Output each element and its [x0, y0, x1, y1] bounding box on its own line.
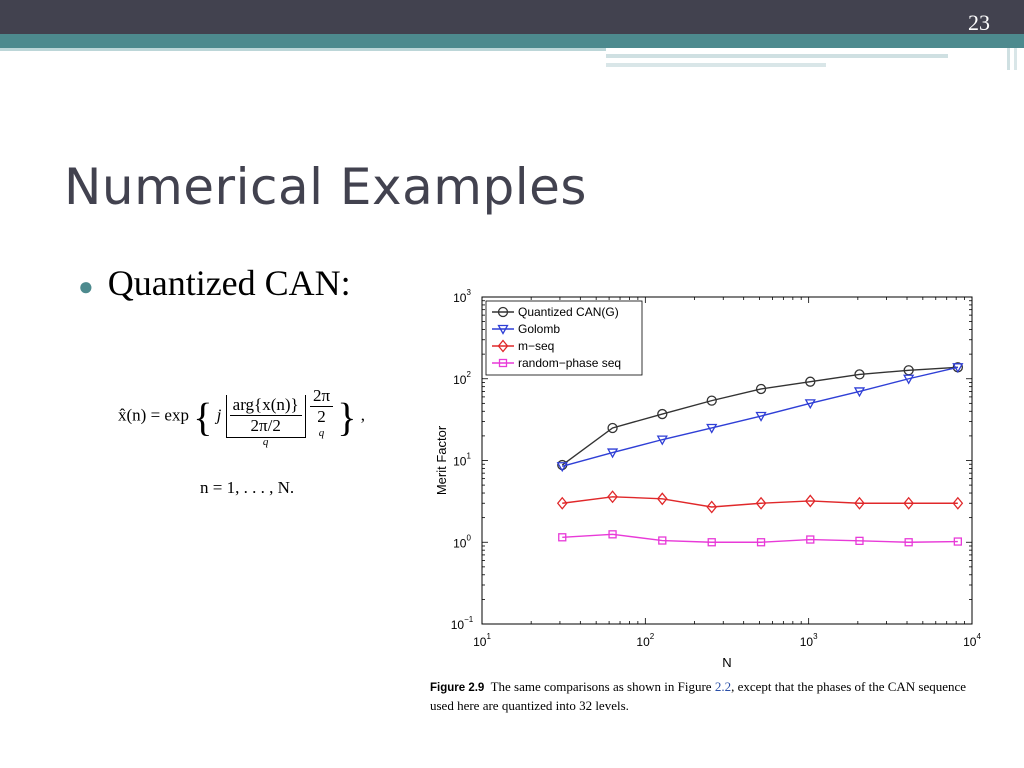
formula-lhs: x̂(n) = exp	[118, 405, 189, 425]
data-point	[755, 383, 767, 395]
data-point	[656, 435, 668, 446]
caption-text-after: , except that the phases of the CAN sequ…	[430, 679, 967, 713]
formula-trail: ,	[360, 405, 365, 425]
data-point	[952, 496, 964, 510]
bullet-item: ● Quantized CAN:	[78, 262, 351, 304]
axis-ticks	[481, 297, 972, 625]
data-point	[756, 538, 766, 547]
formula-brace-open: {	[193, 394, 213, 440]
data-point	[755, 496, 767, 510]
series-layer	[556, 362, 964, 547]
x-tick-label: 103	[800, 632, 818, 649]
data-point	[706, 395, 717, 406]
y-tick-label: 10−1	[451, 615, 474, 632]
figure-caption: Figure 2.9 The same comparisons as shown…	[430, 678, 990, 714]
data-point	[806, 535, 815, 544]
data-point	[607, 422, 618, 434]
series-line	[562, 366, 959, 467]
x-tick-label: 104	[963, 632, 981, 649]
legend-label: Quantized CAN(G)	[518, 305, 619, 319]
header-deco-vertical	[1014, 48, 1017, 70]
data-point	[854, 369, 865, 380]
series-line	[561, 366, 958, 466]
x-tick-label: 101	[473, 632, 491, 649]
legend-label: m−seq	[518, 339, 554, 353]
chart-legend: Quantized CAN(G) Golomb m−seq random−phase …	[485, 300, 643, 376]
formula-numerator-2: 2π	[309, 386, 334, 407]
data-point	[855, 536, 864, 546]
data-point	[904, 538, 913, 547]
y-tick-labels: 10−1 100 101 102 103	[451, 288, 474, 632]
formula-range: n = 1, . . . , N.	[200, 478, 295, 497]
caption-label: Figure 2.9	[430, 682, 485, 694]
data-point	[804, 399, 816, 410]
formula-numerator-1: arg{x(n)}	[229, 395, 302, 417]
formula-denominator-1: 2π/2 q	[250, 416, 281, 449]
formula-brace-close: }	[337, 394, 357, 440]
data-point	[952, 363, 964, 374]
data-point	[556, 462, 568, 473]
y-tick-label: 102	[453, 370, 471, 387]
header-teal-band	[0, 34, 1024, 48]
series-line	[562, 533, 958, 543]
header-deco-line	[606, 63, 826, 67]
data-point	[903, 496, 915, 510]
legend-marker	[497, 324, 509, 335]
slide-number: 23	[968, 10, 990, 35]
data-point	[706, 500, 718, 514]
legend-marker	[497, 306, 509, 318]
series-3	[558, 530, 962, 547]
header-dark-band	[0, 0, 1024, 34]
bullet-text: Quantized CAN:	[107, 263, 351, 303]
data-point	[656, 492, 668, 506]
formula-j: j	[216, 405, 222, 425]
data-point	[804, 494, 816, 508]
series-line	[562, 496, 958, 508]
data-point	[853, 387, 866, 398]
data-point	[805, 376, 816, 387]
data-point	[558, 533, 567, 542]
data-point	[854, 496, 865, 510]
legend-marker	[497, 339, 509, 353]
data-point	[607, 490, 618, 504]
series-1	[556, 363, 964, 473]
merit-factor-chart: 10−1 100 101 102 103 101 102 103 104 N Merit Fa…	[420, 280, 1000, 670]
formula-floor: arg{x(n)} 2π/2 q	[225, 395, 306, 448]
legend-marker	[498, 358, 508, 368]
data-point	[556, 496, 568, 510]
y-tick-label: 100	[453, 533, 471, 550]
y-tick-label: 103	[453, 288, 471, 305]
data-point	[608, 530, 617, 539]
data-point	[953, 537, 962, 546]
data-point	[903, 374, 915, 385]
data-point	[606, 448, 619, 459]
x-axis-label: N	[722, 655, 731, 670]
x-tick-labels: 101 102 103 104	[473, 632, 981, 649]
data-point	[658, 536, 667, 545]
formula-fraction-1: arg{x(n)} 2π/2 q	[229, 395, 302, 457]
legend-label: Golomb	[518, 322, 560, 336]
data-point	[657, 408, 668, 420]
bullet-icon: ●	[78, 271, 94, 301]
caption-text-before: The same comparisons as shown in Figure	[490, 679, 715, 694]
header-deco-line	[606, 54, 948, 58]
header-light-stripe	[0, 48, 606, 51]
y-axis-label: Merit Factor	[434, 425, 449, 495]
x-tick-label: 102	[636, 632, 654, 649]
y-tick-label: 101	[453, 452, 471, 469]
chart-svg: 10−1 100 101 102 103 101 102 103 104 N Merit Fa…	[434, 288, 981, 670]
series-2	[556, 490, 964, 514]
header-deco-vertical	[1007, 48, 1010, 70]
slide-title: Numerical Examples	[64, 158, 587, 216]
legend-label: random−phase seq	[518, 356, 621, 370]
data-point	[707, 538, 716, 547]
data-point	[706, 423, 718, 434]
caption-figure-ref: 2.2	[714, 679, 732, 694]
data-point	[755, 411, 767, 422]
